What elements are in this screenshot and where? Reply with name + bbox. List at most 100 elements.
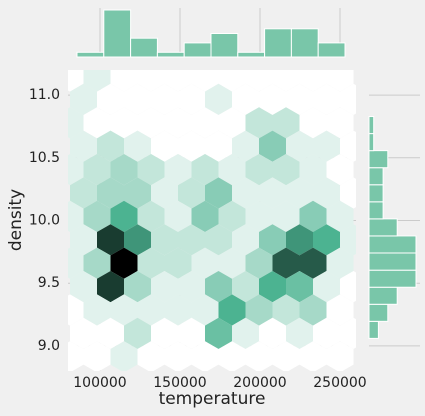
hex-cell: [218, 200, 246, 232]
hex-cell: [232, 130, 259, 162]
hex-cell: [340, 317, 356, 349]
hex-cell: [124, 177, 151, 209]
top-hist-bar: [264, 28, 292, 58]
y-axis-label: density: [6, 189, 26, 251]
x-tick-label: 200000: [233, 375, 286, 391]
hex-cell: [245, 154, 273, 186]
hex-cell: [178, 83, 205, 115]
hex-cell: [151, 224, 178, 256]
hex-cell: [245, 200, 273, 232]
hex-cell: [272, 200, 300, 232]
hex-cell: [178, 317, 205, 349]
top-hist-bar: [103, 9, 132, 58]
hex-cell: [124, 317, 151, 349]
hex-cell: [137, 200, 165, 232]
hex-cell: [178, 224, 205, 256]
hex-cell: [68, 70, 84, 92]
hex-cell: [218, 70, 246, 92]
hex-cell: [70, 224, 97, 256]
x-tick-label: 100000: [73, 375, 126, 391]
hex-cell: [259, 130, 286, 162]
top-hist-bar: [210, 33, 239, 58]
hex-cell: [299, 294, 327, 326]
hex-cell: [299, 341, 327, 371]
hex-cell: [218, 154, 246, 186]
hex-cell: [70, 177, 97, 209]
hex-cell: [259, 271, 286, 303]
top-hist-bar: [130, 37, 158, 58]
hex-cell: [83, 294, 111, 326]
hex-cell: [286, 130, 313, 162]
hex-cell: [299, 70, 327, 92]
top-hist-bar: [156, 51, 185, 58]
right-hist-bar: [368, 167, 384, 186]
hex-cell: [245, 247, 273, 279]
right-hist-bar: [368, 303, 389, 322]
hex-cell: [205, 177, 232, 209]
y-tick-label: 9.0: [38, 338, 60, 354]
hex-cell: [151, 130, 178, 162]
hex-cell: [191, 247, 219, 279]
hex-cell: [68, 294, 84, 326]
hex-cell: [313, 271, 340, 303]
hex-cell: [299, 107, 327, 139]
hex-cell: [191, 70, 219, 92]
hex-cell: [245, 107, 273, 139]
hex-cell: [286, 317, 313, 349]
hex-cell: [272, 107, 300, 139]
hex-cell: [272, 294, 300, 326]
hex-cell: [137, 341, 165, 371]
hex-cell: [178, 271, 205, 303]
hex-cell: [272, 341, 300, 371]
top-hist-bar: [76, 51, 105, 58]
hex-cell: [326, 341, 354, 371]
hex-cell: [97, 177, 124, 209]
hex-cell: [286, 177, 313, 209]
hex-cell: [326, 200, 354, 232]
hex-cell: [259, 224, 286, 256]
hex-cell: [340, 224, 356, 256]
hex-cell: [326, 247, 354, 279]
hex-cell: [191, 341, 219, 371]
right-hist-bar: [368, 235, 417, 254]
hex-cell: [110, 154, 138, 186]
hex-cell: [97, 83, 124, 115]
right-hist-bar: [368, 116, 375, 135]
hex-cell: [232, 83, 259, 115]
hex-cell: [191, 200, 219, 232]
hex-cell: [232, 271, 259, 303]
hex-cell: [205, 130, 232, 162]
hex-cell: [110, 247, 138, 279]
hex-cell: [218, 247, 246, 279]
right-hist-bar: [368, 320, 379, 339]
hex-cell: [137, 294, 165, 326]
hex-cell: [218, 294, 246, 326]
hex-cell: [110, 341, 138, 371]
hex-cell: [313, 224, 340, 256]
hex-cell: [70, 83, 97, 115]
hex-cell: [191, 294, 219, 326]
hex-cell: [124, 224, 151, 256]
hex-cell: [299, 200, 327, 232]
hex-cell: [124, 271, 151, 303]
hex-cell: [178, 177, 205, 209]
hex-cell: [340, 83, 356, 115]
hex-cell: [272, 154, 300, 186]
right-hist-bar: [368, 133, 375, 152]
hex-cell: [97, 224, 124, 256]
hex-cell: [110, 107, 138, 139]
hex-cell: [164, 247, 192, 279]
hex-cell: [83, 70, 111, 92]
hex-cell: [178, 130, 205, 162]
x-tick-label: 250000: [313, 375, 366, 391]
y-tick-label: 9.5: [38, 275, 60, 291]
right-hist-bar: [368, 218, 398, 237]
hex-cell: [286, 271, 313, 303]
hex-cell: [205, 224, 232, 256]
hex-cell: [245, 341, 273, 371]
hex-cell: [205, 317, 232, 349]
hex-cell: [326, 70, 354, 92]
top-hist-bar: [317, 42, 346, 58]
hex-cell: [232, 224, 259, 256]
top-hist-bar: [290, 28, 319, 58]
